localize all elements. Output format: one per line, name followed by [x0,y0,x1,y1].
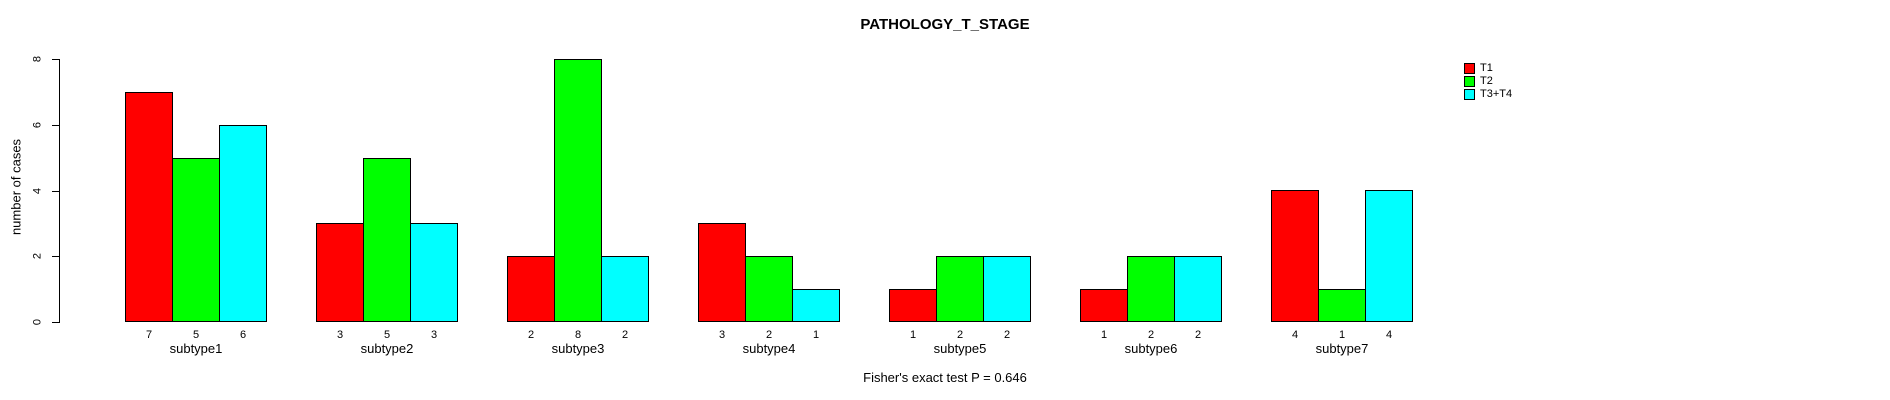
x-category-label-subtype3: subtype3 [551,341,605,356]
bar-subtype1-t2 [172,158,220,322]
bar-subtype1-t3-t4 [219,125,267,322]
bar-subtype2-t3-t4 [410,223,458,322]
bar-value-label: 1 [1100,329,1108,341]
x-category-label-subtype2: subtype2 [360,341,414,356]
y-tick [52,256,60,258]
legend-item-t2: T2 [1464,75,1512,88]
bar-value-label: 3 [430,329,438,341]
bar-subtype4-t1 [698,223,746,322]
chart-title: PATHOLOGY_T_STAGE [860,16,1030,33]
bar-value-label: 3 [718,329,726,341]
legend-swatch-t1 [1464,63,1475,74]
bar-subtype1-t1 [125,92,173,322]
legend-label: T3+T4 [1480,88,1513,100]
bar-subtype6-t2 [1127,256,1175,322]
bar-subtype5-t3-t4 [983,256,1031,322]
y-tick [52,59,60,60]
bar-subtype5-t1 [889,289,937,322]
bar-value-label: 3 [336,329,344,341]
legend: T1 T2 T3+T4 [1464,62,1512,101]
bar-subtype2-t2 [363,158,411,322]
y-tick-label: 0 [31,318,44,326]
y-tick-label: 6 [31,121,44,128]
bar-subtype3-t2 [554,59,602,322]
bar-value-label: 4 [1385,329,1393,341]
bar-subtype4-t2 [745,256,793,322]
y-axis-title: number of cases [8,138,24,236]
bar-value-label: 5 [383,329,391,341]
bar-subtype7-t3-t4 [1365,190,1413,322]
caption: Fisher's exact test P = 0.646 [863,370,1027,385]
legend-swatch-t2 [1464,76,1475,87]
x-category-label-subtype4: subtype4 [742,341,796,356]
bar-subtype3-t3-t4 [601,256,649,322]
legend-item-t3-t4: T3+T4 [1464,88,1512,101]
y-tick [52,322,60,323]
bar-subtype3-t1 [507,256,555,322]
bar-subtype6-t3-t4 [1174,256,1222,322]
bar-subtype6-t1 [1080,289,1128,322]
bar-value-label: 1 [909,329,917,341]
legend-swatch-t3-t4 [1464,89,1475,100]
bar-value-label: 8 [574,329,582,341]
bar-value-label: 2 [765,329,773,341]
bar-value-label: 2 [1147,329,1155,341]
bar-value-label: 7 [145,329,153,341]
legend-item-t1: T1 [1464,62,1512,75]
legend-label: T2 [1480,75,1493,87]
x-category-label-subtype5: subtype5 [933,341,987,356]
y-tick-label: 2 [31,253,44,260]
bar-value-label: 2 [956,329,964,341]
bar-subtype2-t1 [316,223,364,322]
bar-value-label: 5 [192,329,200,341]
y-tick-label: 4 [31,187,44,194]
bar-subtype5-t2 [936,256,984,322]
x-category-label-subtype1: subtype1 [169,341,223,356]
y-tick [52,190,60,192]
bar-value-label: 2 [621,329,629,341]
y-tick-label: 8 [31,55,44,63]
bar-value-label: 4 [1291,329,1299,341]
y-tick [52,124,60,126]
bar-value-label: 2 [527,329,535,341]
bar-value-label: 2 [1194,329,1202,341]
bar-value-label: 1 [812,329,820,341]
x-category-label-subtype6: subtype6 [1124,341,1178,356]
bar-subtype4-t3-t4 [792,289,840,322]
bar-value-label: 6 [239,329,247,341]
bar-subtype7-t1 [1271,190,1319,322]
x-category-label-subtype7: subtype7 [1315,341,1369,356]
bar-value-label: 2 [1003,329,1011,341]
legend-label: T1 [1480,62,1493,74]
bar-value-label: 1 [1338,329,1346,341]
bar-subtype7-t2 [1318,289,1366,322]
